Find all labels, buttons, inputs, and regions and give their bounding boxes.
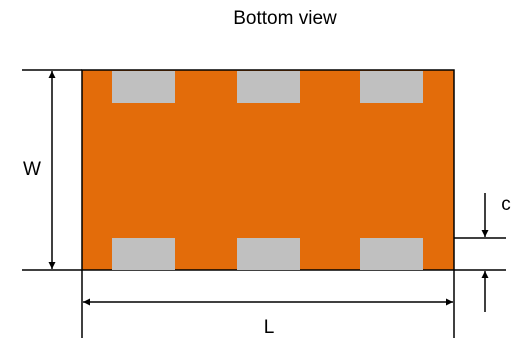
pad-top-left [112, 71, 175, 103]
component-body [81, 69, 455, 271]
length-label: L [264, 317, 275, 338]
pad-bottom-middle [237, 238, 300, 270]
pad-bottom-right [360, 238, 423, 270]
pad-top-right [360, 71, 423, 103]
pad-top-middle [237, 71, 300, 103]
diagram-title: Bottom view [233, 8, 337, 29]
pad-height-label: c [501, 194, 511, 215]
pad-bottom-left [112, 238, 175, 270]
width-label: W [23, 159, 41, 180]
